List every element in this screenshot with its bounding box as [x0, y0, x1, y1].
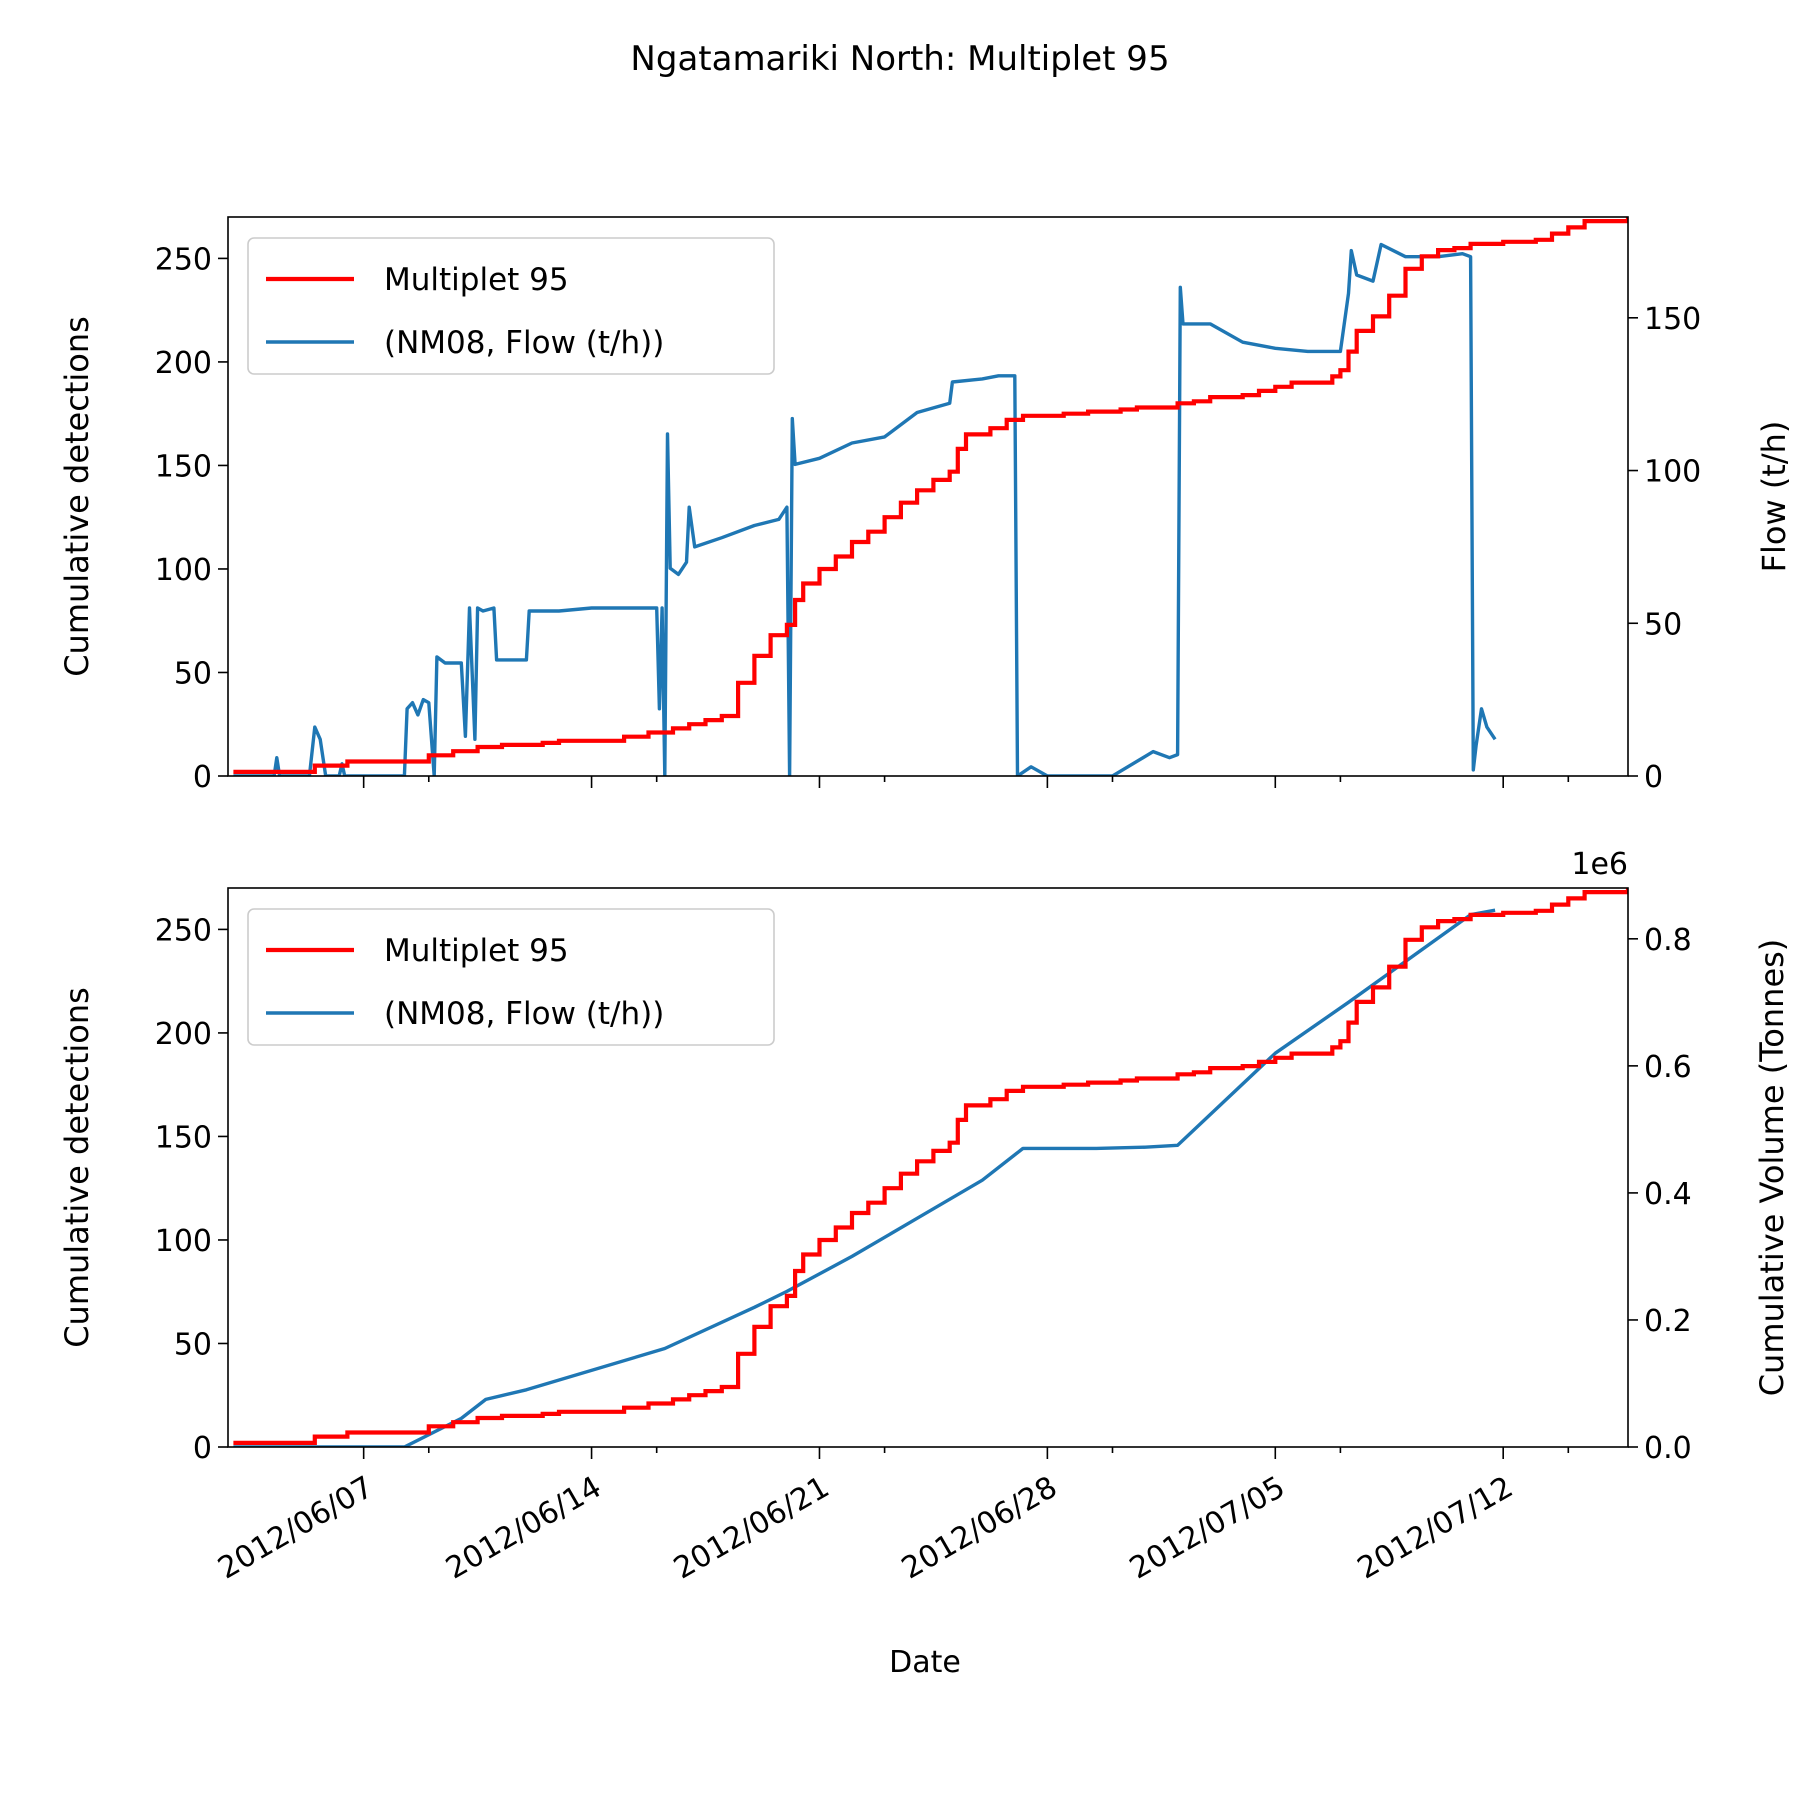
right-y-tick-label: 0.4 — [1644, 1177, 1692, 1212]
legend-box — [247, 908, 775, 1046]
right-y-tick-label: 0.8 — [1644, 923, 1692, 958]
right-axis-offset-text: 1e6 — [1571, 847, 1628, 882]
left-y-tick-label: 0 — [193, 1431, 212, 1466]
left-y-axis-label: Cumulative detections — [58, 987, 96, 1348]
legend-label: Multiplet 95 — [384, 262, 569, 298]
right-y-tick-label: 150 — [1644, 302, 1701, 337]
left-y-tick-label: 50 — [174, 656, 212, 691]
left-y-tick-label: 150 — [155, 449, 212, 484]
left-y-axis-label: Cumulative detections — [58, 316, 96, 677]
axes-frame — [227, 887, 1629, 1448]
legend: Multiplet 95 (NM08, Flow (t/h)) — [247, 908, 775, 1046]
legend: Multiplet 95 (NM08, Flow (t/h)) — [247, 237, 775, 375]
left-y-tick-label: 200 — [155, 346, 212, 381]
detections-series-line — [233, 217, 1628, 775]
left-y-tick-label: 100 — [155, 553, 212, 588]
legend-label: (NM08, Flow (t/h)) — [384, 325, 664, 361]
right-y-axis-label: Cumulative Volume (Tonnes) — [1753, 939, 1791, 1397]
left-y-tick-label: 200 — [155, 1017, 212, 1052]
legend-label: Multiplet 95 — [384, 933, 569, 969]
left-y-tick-label: 50 — [174, 1327, 212, 1362]
left-y-tick-label: 250 — [155, 242, 212, 277]
flow-series-line — [233, 908, 1496, 1447]
right-y-tick-label: 0.2 — [1644, 1304, 1692, 1339]
right-y-tick-label: 0.6 — [1644, 1050, 1692, 1085]
right-y-axis-label: Flow (t/h) — [1755, 421, 1793, 573]
right-y-tick-label: 50 — [1644, 607, 1682, 642]
flow-series-line — [233, 242, 1497, 776]
axes-frame — [227, 216, 1629, 777]
chart-title: Ngatamariki North: Multiplet 95 — [630, 39, 1169, 79]
right-y-tick-label: 0.0 — [1644, 1431, 1692, 1466]
right-y-tick-label: 100 — [1644, 455, 1701, 490]
legend-label: (NM08, Flow (t/h)) — [384, 996, 664, 1032]
legend-box — [247, 237, 775, 375]
left-y-tick-label: 0 — [193, 760, 212, 795]
right-y-tick-label: 0 — [1644, 760, 1663, 795]
x-axis-label: Date — [889, 1645, 961, 1680]
left-y-tick-label: 100 — [155, 1224, 212, 1259]
detections-series-line — [233, 888, 1628, 1446]
left-y-tick-label: 150 — [155, 1120, 212, 1155]
top-panel: 0 50 100 150 200 250 0 50 100 150 Cumulative detec… — [58, 216, 1793, 795]
left-y-tick-label: 250 — [155, 913, 212, 948]
